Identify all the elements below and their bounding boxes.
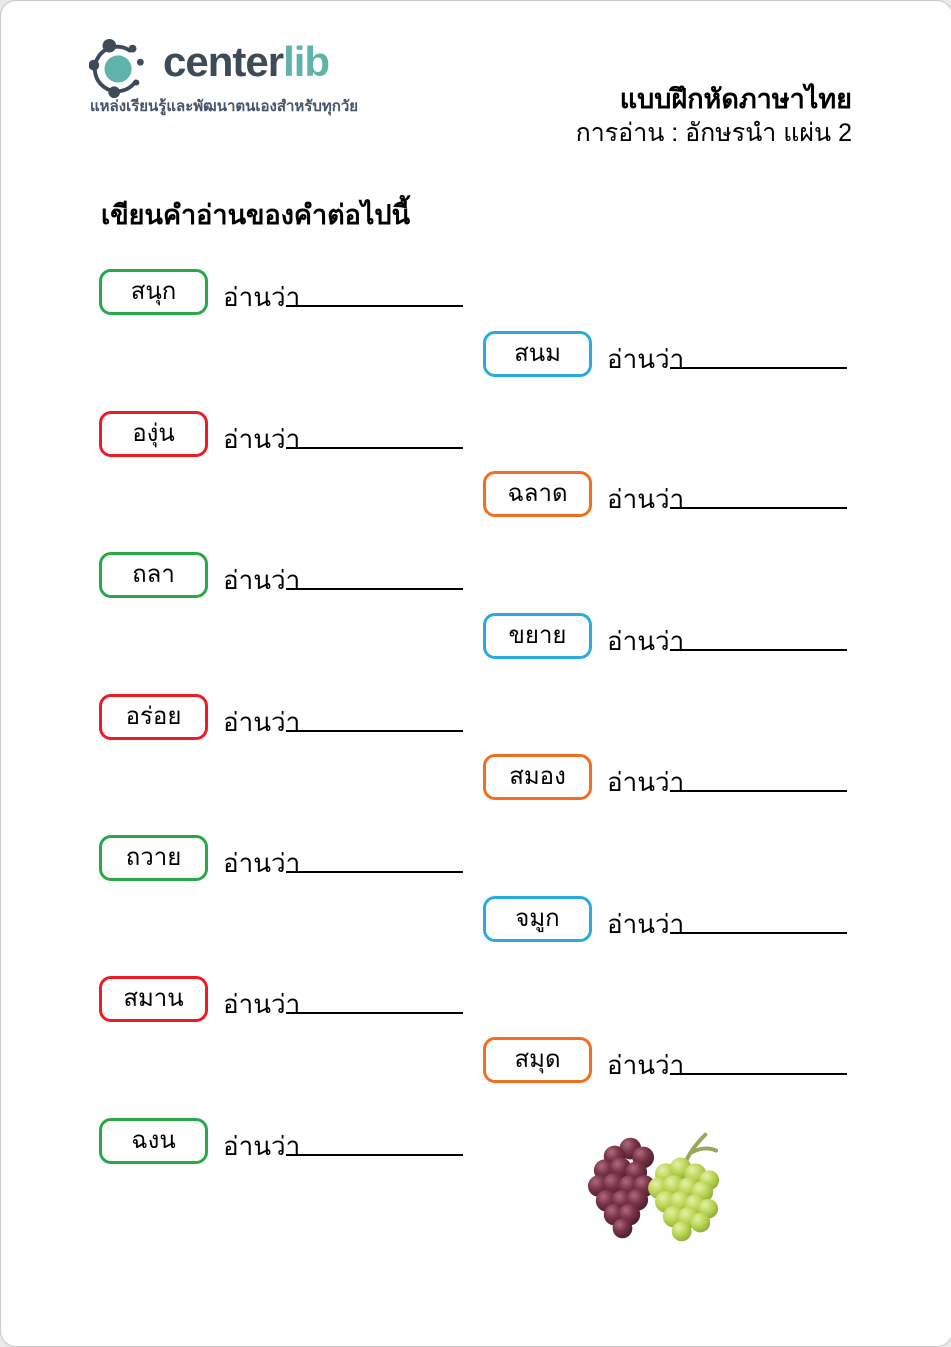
word-label: สมอง	[509, 763, 566, 790]
answer-blank[interactable]	[670, 1037, 847, 1075]
word-box: ถวาย	[99, 835, 208, 881]
word-box: สนม	[483, 331, 592, 377]
word-box: จมูก	[483, 896, 592, 942]
word-label: จมูก	[515, 905, 560, 932]
centerlib-logo-icon	[89, 38, 144, 99]
word-row: ฉลาด อ่านว่า	[483, 471, 855, 529]
read-as-label: อ่านว่า	[223, 707, 301, 737]
worksheet-header: แบบฝึกหัดภาษาไทย การอ่าน : อักษรนำ แผ่น …	[576, 83, 852, 149]
word-row: ถวาย อ่านว่า	[99, 835, 471, 893]
word-row: สมุด อ่านว่า	[483, 1037, 855, 1095]
word-row: สนุก อ่านว่า	[99, 269, 471, 327]
word-label: องุ่น	[132, 420, 175, 447]
word-label: ถลา	[132, 561, 175, 588]
word-box: ฉลาด	[483, 471, 592, 517]
read-as-label: อ่านว่า	[223, 1131, 301, 1161]
word-label: สมาน	[123, 985, 184, 1012]
word-box: ฉงน	[99, 1118, 208, 1164]
worksheet-subtitle: การอ่าน : อักษรนำ แผ่น 2	[575, 118, 852, 147]
word-box: สมุด	[483, 1037, 592, 1083]
answer-blank[interactable]	[670, 896, 847, 934]
logo-wordmark: centerlib	[163, 38, 330, 85]
word-row: อร่อย อ่านว่า	[99, 694, 471, 752]
grapes-photo	[587, 1132, 720, 1242]
read-as-label: อ่านว่า	[223, 989, 301, 1019]
answer-blank[interactable]	[286, 411, 463, 449]
answer-blank[interactable]	[670, 754, 847, 792]
answer-blank[interactable]	[286, 835, 463, 873]
read-as-label: อ่านว่า	[223, 565, 301, 595]
word-label: ฉงน	[131, 1127, 176, 1154]
word-box: สมาน	[99, 976, 208, 1022]
read-as-label: อ่านว่า	[607, 484, 685, 514]
word-row: สนม อ่านว่า	[483, 331, 855, 389]
instruction-text: เขียนคำอ่านของคำต่อไปนี้	[101, 200, 411, 230]
answer-blank[interactable]	[670, 613, 847, 651]
word-row: สมอง อ่านว่า	[483, 754, 855, 812]
word-box: อร่อย	[99, 694, 208, 740]
word-label: ขยาย	[508, 622, 567, 649]
word-row: สมาน อ่านว่า	[99, 976, 471, 1034]
answer-blank[interactable]	[286, 976, 463, 1014]
answer-blank[interactable]	[286, 1118, 463, 1156]
word-label: อร่อย	[125, 703, 182, 730]
word-label: สนม	[514, 340, 561, 367]
word-row: จมูก อ่านว่า	[483, 896, 855, 954]
logo-tagline: แหล่งเรียนรู้และพัฒนาตนเองสำหรับทุกวัย	[90, 98, 359, 115]
centerlib-logo: centerlib แหล่งเรียนรู้และพัฒนาตนเองสำหร…	[89, 35, 409, 120]
word-row: องุ่น อ่านว่า	[99, 411, 471, 469]
answer-blank[interactable]	[670, 331, 847, 369]
word-row: ขยาย อ่านว่า	[483, 613, 855, 671]
read-as-label: อ่านว่า	[607, 1050, 685, 1080]
answer-blank[interactable]	[286, 694, 463, 732]
read-as-label: อ่านว่า	[607, 626, 685, 656]
read-as-label: อ่านว่า	[223, 282, 301, 312]
word-label: ถวาย	[125, 844, 182, 871]
read-as-label: อ่านว่า	[607, 909, 685, 939]
logo-text-primary: center	[163, 38, 284, 85]
read-as-label: อ่านว่า	[607, 767, 685, 797]
word-box: สนุก	[99, 269, 208, 315]
read-as-label: อ่านว่า	[607, 344, 685, 374]
word-box: ถลา	[99, 552, 208, 598]
answer-blank[interactable]	[286, 552, 463, 590]
answer-blank[interactable]	[670, 471, 847, 509]
answer-blank[interactable]	[286, 269, 463, 307]
read-as-label: อ่านว่า	[223, 424, 301, 454]
word-row: ฉงน อ่านว่า	[99, 1118, 471, 1176]
word-label: สนุก	[130, 278, 177, 305]
read-as-label: อ่านว่า	[223, 848, 301, 878]
logo-text-secondary: lib	[283, 38, 330, 85]
word-label: สมุด	[514, 1046, 561, 1073]
word-row: ถลา อ่านว่า	[99, 552, 471, 610]
word-box: ขยาย	[483, 613, 592, 659]
worksheet-title: แบบฝึกหัดภาษาไทย	[619, 84, 852, 114]
word-box: องุ่น	[99, 411, 208, 457]
word-box: สมอง	[483, 754, 592, 800]
word-label: ฉลาด	[507, 480, 568, 507]
